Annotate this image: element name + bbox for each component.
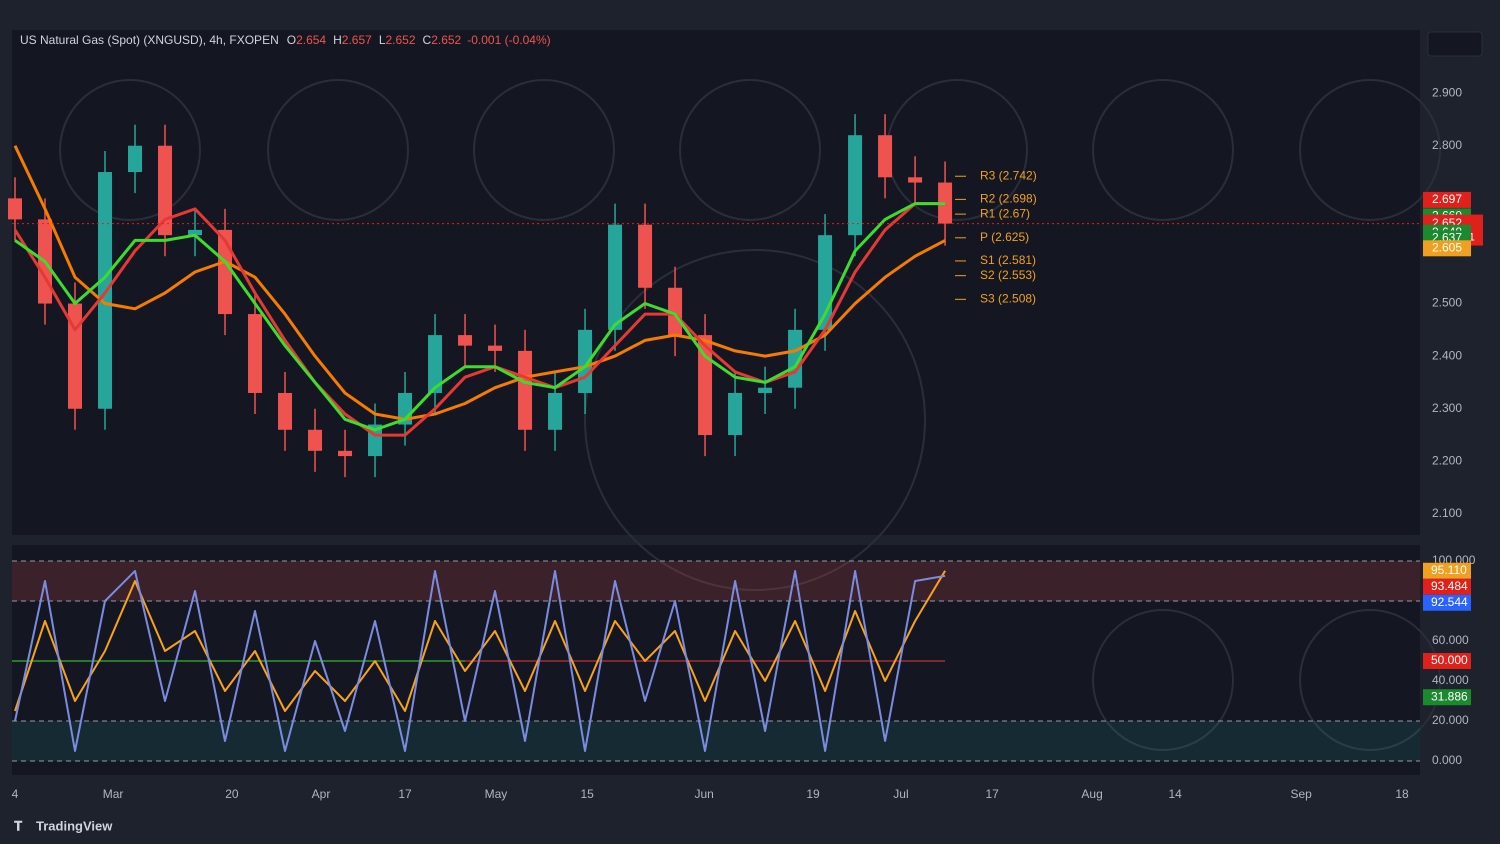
- candle-body: [728, 392, 743, 436]
- oscillator-pane: [12, 545, 1420, 775]
- x-tick-label: Sep: [1291, 787, 1313, 801]
- candle-body: [8, 198, 23, 220]
- chart-title: US Natural Gas (Spot) (XNGUSD), 4h, FXOP…: [20, 33, 551, 47]
- candle-body: [128, 145, 143, 173]
- ohlc-value: 2.652: [386, 33, 416, 47]
- y-tick-label: 20.000: [1432, 713, 1469, 727]
- pivot-label: S3 (2.508): [980, 292, 1036, 306]
- y-tick-label: 2.800: [1432, 138, 1462, 152]
- x-tick-label: Jul: [893, 787, 908, 801]
- price-tag-label: 2.605: [1432, 240, 1462, 254]
- x-tick-label: Apr: [312, 787, 331, 801]
- oscillator-line: [14, 570, 946, 752]
- candle-body: [218, 229, 233, 315]
- value-tag: [1423, 653, 1471, 669]
- value-tag: [1423, 689, 1471, 706]
- candle-body: [308, 429, 323, 451]
- y-tick-label: 0.000: [1432, 753, 1462, 767]
- ohlc-key: C: [423, 33, 432, 47]
- price-tag: [1423, 191, 1471, 208]
- value-tag-label: 93.484: [1431, 579, 1468, 593]
- pivot-label: P (2.625): [980, 230, 1029, 244]
- ohlc-value: 2.657: [342, 33, 372, 47]
- x-tick-label: 17: [985, 787, 999, 801]
- brand: TradingView: [36, 818, 113, 833]
- y-tick-label: 2.500: [1432, 296, 1462, 310]
- ohlc-key: O: [287, 33, 296, 47]
- candle-body: [668, 287, 683, 336]
- oscillator-line: [14, 570, 946, 712]
- candle-body: [458, 335, 473, 346]
- x-tick-label: Aug: [1081, 787, 1102, 801]
- candle-body: [488, 345, 503, 351]
- candle-body: [908, 177, 923, 183]
- pivot-label: S1 (2.581): [980, 253, 1036, 267]
- candle-body: [548, 392, 563, 430]
- price-tag-label: 2.697: [1432, 192, 1462, 206]
- pivot-label: R3 (2.742): [980, 168, 1037, 182]
- y-tick-label: 2.300: [1432, 401, 1462, 415]
- ohlc-value: 2.652: [431, 33, 461, 47]
- value-tag-label: 95.110: [1431, 563, 1467, 577]
- value-tag: [1423, 594, 1471, 611]
- candle-body: [878, 135, 893, 178]
- price-pane: [12, 30, 1420, 535]
- ohlc-key: L: [379, 33, 386, 47]
- pivot-label: R2 (2.698): [980, 192, 1037, 206]
- x-tick-label: 20: [225, 787, 239, 801]
- brand-logo: 𝐓: [14, 818, 23, 833]
- value-tag: [1423, 562, 1471, 579]
- candle-body: [428, 335, 443, 393]
- watermarks: [59, 79, 1441, 751]
- oversold-band: [12, 721, 1420, 761]
- value-tag-label: 92.544: [1431, 595, 1468, 609]
- candle-body: [188, 229, 203, 236]
- y-tick-label: 60.000: [1432, 633, 1469, 647]
- y-tick-label: 2.900: [1432, 85, 1462, 99]
- x-tick-label: Mar: [103, 787, 124, 801]
- x-tick-label: 15: [580, 787, 594, 801]
- y-tick-label: 2.400: [1432, 348, 1462, 362]
- candle-body: [608, 224, 623, 330]
- ohlc-value: 2.654: [296, 33, 326, 47]
- candle-body: [638, 224, 653, 288]
- price-tag: [1423, 240, 1471, 257]
- x-tick-label: Jun: [694, 787, 713, 801]
- candle-body: [278, 392, 293, 430]
- x-tick-label: 17: [398, 787, 412, 801]
- x-tick-label: 18: [1395, 787, 1409, 801]
- pivot-label: S2 (2.553): [980, 268, 1036, 282]
- y-tick-label: 2.200: [1432, 454, 1462, 468]
- candle-body: [68, 303, 83, 409]
- ohlc-key: H: [333, 33, 342, 47]
- candle-body: [758, 387, 773, 393]
- candle-body: [98, 172, 113, 409]
- pivot-label: R1 (2.67): [980, 206, 1030, 220]
- y-tick-label: 40.000: [1432, 673, 1469, 687]
- moving-average: [14, 202, 946, 432]
- x-tick-label: 14: [1169, 787, 1183, 801]
- x-tick-label: 19: [806, 787, 820, 801]
- x-tick-label: 4: [12, 787, 19, 801]
- moving-average: [13, 202, 946, 437]
- value-tag-label: 50.000: [1431, 653, 1468, 667]
- y-tick-label: 2.100: [1432, 506, 1462, 520]
- x-tick-label: May: [485, 787, 508, 801]
- candle-body: [248, 314, 263, 393]
- moving-average: [13, 145, 946, 421]
- value-tag-label: 31.886: [1431, 689, 1468, 703]
- ohlc-change: -0.001 (-0.04%): [467, 33, 550, 47]
- candle-body: [338, 450, 353, 457]
- overbought-band: [12, 561, 1420, 601]
- candle-body: [158, 145, 173, 236]
- toolbar-box[interactable]: [1427, 31, 1483, 57]
- symbol: US Natural Gas (Spot) (XNGUSD), 4h, FXOP…: [20, 33, 279, 47]
- candle-body: [518, 350, 533, 430]
- value-tag: [1423, 578, 1471, 595]
- candle-body: [848, 135, 863, 236]
